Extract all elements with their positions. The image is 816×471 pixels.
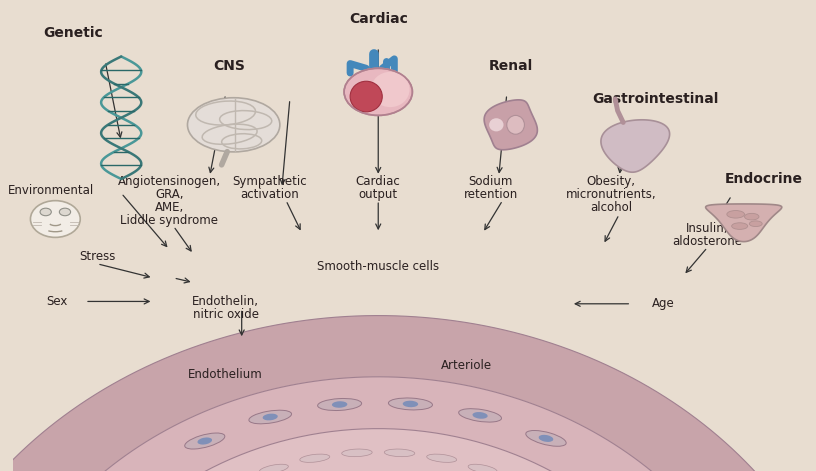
Text: alcohol: alcohol	[590, 201, 632, 214]
Text: Age: Age	[652, 297, 675, 310]
Text: output: output	[359, 188, 398, 201]
Ellipse shape	[403, 401, 418, 407]
PathPatch shape	[0, 316, 816, 471]
PathPatch shape	[41, 429, 716, 471]
Ellipse shape	[197, 438, 212, 445]
Ellipse shape	[371, 72, 410, 107]
Ellipse shape	[40, 208, 51, 216]
Text: Environmental: Environmental	[8, 184, 95, 197]
Ellipse shape	[459, 409, 502, 422]
Ellipse shape	[259, 464, 288, 471]
Ellipse shape	[749, 221, 762, 227]
PathPatch shape	[601, 120, 670, 172]
Text: CNS: CNS	[214, 59, 246, 73]
Text: GRA,: GRA,	[155, 188, 184, 201]
Ellipse shape	[30, 201, 80, 237]
Ellipse shape	[427, 454, 457, 463]
Text: Stress: Stress	[79, 250, 115, 263]
Text: Angiotensinogen,: Angiotensinogen,	[118, 175, 221, 188]
Text: Sympathetic: Sympathetic	[233, 175, 307, 188]
Ellipse shape	[489, 118, 503, 131]
Ellipse shape	[388, 398, 432, 410]
Ellipse shape	[299, 454, 330, 463]
Ellipse shape	[507, 115, 525, 134]
Ellipse shape	[472, 412, 488, 419]
Text: retention: retention	[463, 188, 518, 201]
Ellipse shape	[188, 98, 280, 152]
Text: Sodium: Sodium	[468, 175, 513, 188]
Text: Renal: Renal	[489, 59, 533, 73]
Ellipse shape	[342, 449, 372, 457]
Text: Endothelium: Endothelium	[188, 368, 263, 381]
Ellipse shape	[732, 223, 747, 229]
Ellipse shape	[263, 414, 277, 421]
Ellipse shape	[539, 435, 553, 442]
Ellipse shape	[249, 410, 291, 424]
Text: Endothelin,: Endothelin,	[192, 295, 259, 308]
Ellipse shape	[317, 398, 361, 411]
Ellipse shape	[60, 208, 71, 216]
Text: nitric oxide: nitric oxide	[193, 308, 259, 321]
Text: Liddle syndrome: Liddle syndrome	[121, 214, 219, 227]
Text: Smooth-muscle cells: Smooth-muscle cells	[317, 260, 439, 273]
Text: Sex: Sex	[47, 295, 68, 308]
Text: AME,: AME,	[155, 201, 184, 214]
Ellipse shape	[744, 213, 759, 220]
Ellipse shape	[332, 401, 348, 408]
Text: Cardiac: Cardiac	[356, 175, 401, 188]
Ellipse shape	[727, 211, 744, 218]
Text: activation: activation	[241, 188, 299, 201]
PathPatch shape	[706, 204, 782, 242]
Text: Obesity,: Obesity,	[587, 175, 636, 188]
Text: aldosterone: aldosterone	[672, 235, 743, 248]
Text: micronutrients,: micronutrients,	[565, 188, 657, 201]
Ellipse shape	[184, 433, 225, 449]
Ellipse shape	[526, 430, 566, 446]
Ellipse shape	[384, 449, 415, 457]
Text: Insulin,: Insulin,	[686, 222, 729, 235]
Text: Genetic: Genetic	[43, 26, 103, 40]
Text: Cardiac: Cardiac	[348, 12, 408, 26]
Text: Endocrine: Endocrine	[725, 172, 803, 186]
Text: Arteriole: Arteriole	[441, 358, 492, 372]
PathPatch shape	[0, 377, 780, 471]
Text: Gastrointestinal: Gastrointestinal	[592, 92, 719, 106]
PathPatch shape	[484, 100, 538, 150]
Ellipse shape	[468, 464, 497, 471]
Ellipse shape	[350, 81, 382, 112]
Ellipse shape	[344, 68, 412, 115]
